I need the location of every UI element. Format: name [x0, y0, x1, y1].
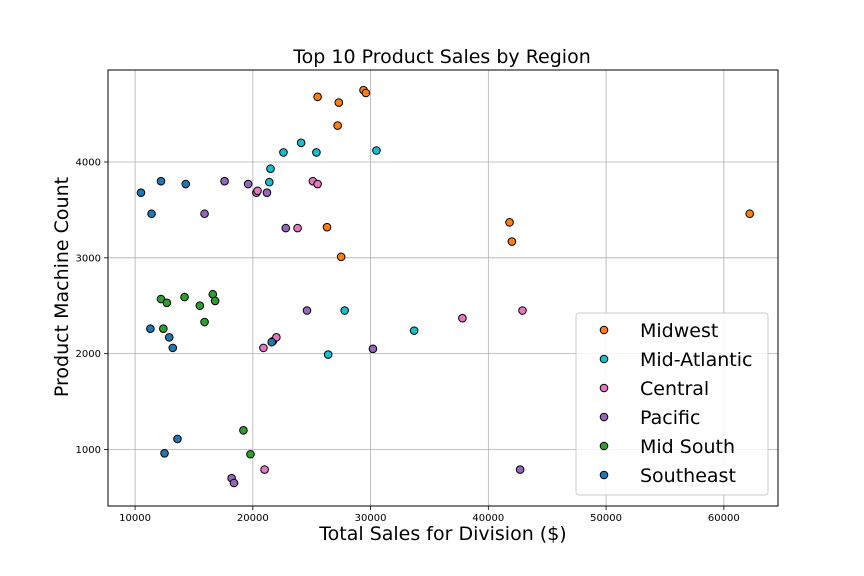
x-tick-label: 20000 — [237, 513, 269, 524]
data-point — [246, 449, 255, 459]
data-point — [336, 252, 346, 262]
x-tick-label: 10000 — [119, 513, 151, 524]
data-point — [507, 237, 517, 246]
legend-entry-label: Mid South — [640, 436, 735, 458]
data-point — [156, 294, 166, 304]
data-point — [181, 179, 191, 189]
x-tick-label: 30000 — [355, 513, 387, 524]
chart-title: Top 10 Product Sales by Region — [292, 46, 591, 68]
data-point — [156, 176, 166, 186]
x-tick-label: 50000 — [590, 513, 622, 524]
data-point — [458, 313, 467, 323]
y-tick-label: 1000 — [76, 445, 101, 456]
data-point — [210, 296, 220, 306]
y-axis-ticks: 1000 2000 3000 4000 — [76, 157, 108, 456]
data-point — [302, 306, 312, 315]
data-point — [262, 188, 272, 197]
data-point — [253, 186, 262, 196]
legend-entry-label: Pacific — [640, 407, 700, 429]
data-point — [361, 88, 371, 98]
data-point — [279, 148, 288, 157]
legend-marker — [599, 383, 609, 393]
data-point — [147, 209, 156, 219]
x-tick-label: 40000 — [472, 513, 504, 524]
data-point — [136, 188, 146, 197]
series-midwest — [313, 85, 755, 262]
legend-marker — [599, 354, 609, 364]
data-point — [229, 478, 239, 488]
legend-entry-label: Midwest — [640, 320, 718, 342]
data-point — [168, 343, 178, 353]
data-point — [160, 448, 169, 458]
data-point — [322, 222, 332, 232]
legend-marker — [599, 412, 609, 422]
series-central — [252, 176, 527, 474]
data-point — [220, 176, 229, 186]
data-point — [313, 179, 322, 189]
y-axis-label: Product Machine Count — [51, 177, 73, 397]
data-point — [334, 98, 344, 107]
legend-entry-label: Mid-Atlantic — [640, 349, 752, 371]
data-point — [200, 209, 209, 219]
legend-entry-label: Central — [640, 378, 709, 400]
legend-marker — [599, 470, 609, 480]
x-axis-ticks: 10000 20000 30000 40000 50000 60000 — [119, 506, 740, 524]
data-point — [296, 138, 306, 148]
data-point — [265, 177, 274, 187]
data-point — [340, 306, 349, 315]
legend-marker — [599, 325, 609, 335]
data-point — [164, 333, 174, 342]
data-point — [146, 324, 155, 334]
series-pacific — [200, 176, 525, 488]
data-point — [159, 324, 168, 334]
data-point — [745, 209, 755, 219]
data-point — [243, 179, 253, 189]
data-point — [333, 121, 342, 130]
data-point — [313, 92, 322, 102]
data-point — [372, 146, 381, 155]
series-mid-south — [156, 289, 255, 459]
legend-entry-label: Southeast — [640, 465, 736, 487]
data-point — [281, 223, 291, 233]
data-point — [195, 301, 205, 311]
data-point — [173, 434, 182, 444]
series-southeast — [136, 176, 276, 458]
plot-frame — [107, 69, 779, 507]
data-point — [260, 465, 269, 474]
x-tick-label: 60000 — [708, 513, 740, 524]
data-point — [312, 148, 321, 157]
data-points — [136, 85, 755, 488]
legend-marker — [599, 441, 609, 451]
data-point — [267, 337, 276, 347]
x-axis-label: Total Sales for Division ($) — [318, 523, 566, 545]
legend-box — [575, 312, 769, 496]
data-point — [180, 292, 189, 302]
y-tick-label: 2000 — [76, 349, 101, 360]
data-point — [266, 164, 275, 173]
data-point — [368, 344, 378, 354]
data-point — [505, 218, 514, 227]
data-point — [323, 350, 333, 359]
data-point — [293, 223, 302, 233]
data-point — [515, 465, 525, 474]
data-point — [162, 298, 172, 308]
y-tick-label: 3000 — [76, 253, 101, 264]
legend: Midwest Mid-Atlantic Central Pacific Mid Sou… — [575, 312, 769, 496]
y-tick-label: 4000 — [76, 157, 101, 168]
data-point — [200, 317, 209, 327]
data-point — [409, 326, 419, 335]
data-point — [259, 343, 268, 353]
data-point — [239, 425, 248, 435]
data-point — [518, 306, 527, 315]
